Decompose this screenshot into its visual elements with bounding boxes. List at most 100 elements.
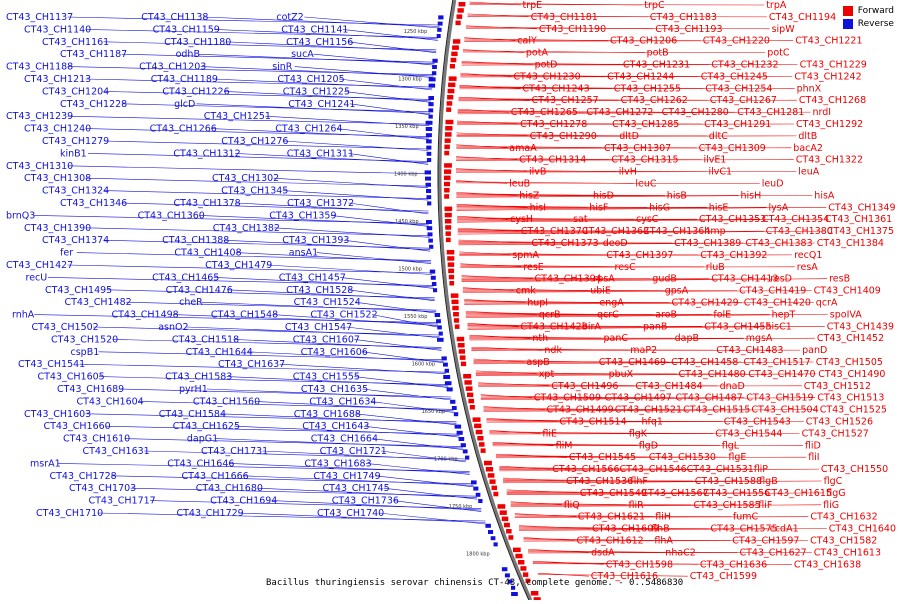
legend-reverse-label: Reverse bbox=[857, 19, 894, 29]
label-leader-line bbox=[461, 278, 710, 280]
forward-gene bbox=[447, 88, 455, 94]
forward-gene bbox=[444, 206, 453, 212]
gene-label-forward: CT43_CH1190 bbox=[539, 24, 606, 35]
gene-label-reverse: CT43_CH1644 bbox=[186, 347, 253, 358]
gene-label-forward: fliH bbox=[655, 512, 671, 523]
gene-label-forward: CT43_CH1280 bbox=[662, 107, 729, 118]
gene-label-forward: panB bbox=[643, 321, 667, 332]
reverse-gene bbox=[493, 542, 498, 547]
gene-label-forward: fliI bbox=[808, 452, 819, 463]
label-leader-line bbox=[489, 433, 800, 435]
reverse-gene bbox=[428, 102, 434, 107]
forward-swatch bbox=[842, 6, 853, 16]
gene-label-forward: CT43_CH1375 bbox=[827, 226, 894, 237]
gene-label-forward: CT43_CH1272 bbox=[586, 107, 653, 118]
gene-label-forward: CT43_CH1487 bbox=[676, 393, 743, 404]
gene-label-forward: CT43_CH1389 bbox=[674, 238, 741, 249]
reverse-gene bbox=[444, 368, 449, 373]
label-leader-line bbox=[106, 289, 435, 299]
label-leader-line bbox=[528, 552, 812, 554]
gene-label-forward: trpE bbox=[523, 0, 543, 11]
gene-label-forward: qcrA bbox=[816, 298, 838, 309]
gene-label-reverse: CT43_CH1226 bbox=[162, 86, 229, 97]
label-leader-line bbox=[223, 91, 432, 102]
gene-label-forward: CT43_CH1290 bbox=[530, 131, 597, 142]
label-leader-line bbox=[510, 504, 822, 507]
gene-label-reverse: CT43_CH1606 bbox=[301, 347, 368, 358]
forward-gene bbox=[445, 237, 451, 243]
gene-label-reverse: CT43_CH1522 bbox=[310, 310, 377, 321]
label-leader-line bbox=[461, 278, 828, 282]
gene-label-forward: fliD bbox=[805, 440, 821, 451]
gene-label-forward: CT43_CH1575 bbox=[710, 524, 777, 535]
label-leader-line bbox=[118, 388, 451, 398]
gene-label-reverse: CT43_CH1635 bbox=[301, 384, 368, 395]
reverse-gene bbox=[453, 412, 459, 417]
label-leader-line bbox=[457, 230, 703, 232]
label-leader-line bbox=[457, 230, 764, 234]
gene-label-forward: CT43_CH1439 bbox=[827, 321, 894, 332]
forward-gene bbox=[452, 39, 461, 44]
gene-label-reverse: msrA1 bbox=[30, 458, 61, 469]
forward-gene bbox=[445, 225, 452, 230]
reverse-gene bbox=[443, 375, 451, 379]
gene-label-forward: flhF bbox=[630, 476, 647, 487]
label-leader-line bbox=[316, 252, 432, 264]
forward-gene bbox=[506, 529, 512, 534]
gene-label-forward: CT43_CH1598 bbox=[606, 559, 673, 570]
reverse-gene bbox=[485, 523, 491, 528]
gene-label-forward: CT43_CH1499 bbox=[547, 405, 614, 416]
label-leader-line bbox=[254, 401, 454, 412]
forward-gene bbox=[484, 460, 492, 466]
label-leader-line bbox=[465, 314, 712, 316]
label-leader-line bbox=[313, 53, 435, 66]
label-leader-line bbox=[458, 242, 744, 244]
label-leader-line bbox=[384, 487, 478, 500]
gene-label-reverse: CT43_CH1324 bbox=[42, 186, 109, 197]
gene-label-forward: CT43_CH1267 bbox=[710, 95, 777, 106]
gene-label-reverse: CT43_CH1187 bbox=[60, 49, 127, 60]
gene-label-forward: CT43_CH1307 bbox=[604, 143, 671, 154]
reverse-gene bbox=[426, 226, 433, 231]
gene-label-forward: CT43_CH1638 bbox=[794, 559, 861, 570]
gene-label-forward: leuA bbox=[798, 167, 820, 178]
reverse-gene bbox=[501, 567, 508, 572]
label-leader-line bbox=[138, 401, 454, 410]
gene-label-reverse: CT43_CH1156 bbox=[286, 37, 353, 48]
gene-label-reverse: CT43_CH1660 bbox=[44, 421, 111, 432]
gene-label-forward: panD bbox=[802, 345, 827, 356]
label-leader-line bbox=[103, 91, 432, 100]
label-leader-line bbox=[103, 190, 429, 199]
label-leader-line bbox=[532, 563, 792, 565]
forward-gene bbox=[467, 392, 474, 398]
reverse-gene bbox=[426, 195, 432, 200]
label-leader-line bbox=[85, 227, 430, 237]
gene-label-forward: flgK bbox=[629, 428, 648, 439]
gene-label-forward: hisH bbox=[741, 190, 762, 201]
gene-label-forward: CT43_CH1496 bbox=[551, 381, 618, 392]
gene-label-forward: resE bbox=[523, 262, 544, 273]
gene-label-reverse: CT43_CH1607 bbox=[293, 334, 360, 345]
genome-backbone bbox=[438, 0, 533, 601]
reverse-gene bbox=[427, 201, 432, 206]
gene-label-forward: CT43_CH1458 bbox=[671, 357, 738, 368]
gene-label-forward: CT43_CH1361 bbox=[825, 214, 892, 225]
label-leader-line bbox=[144, 450, 467, 460]
label-leader-line bbox=[480, 397, 745, 399]
forward-gene bbox=[451, 299, 459, 305]
gene-label-forward: CT43_CH1588 bbox=[695, 476, 762, 487]
forward-gene bbox=[444, 150, 450, 156]
reverse-gene bbox=[432, 65, 437, 69]
gene-label-forward: recQ1 bbox=[794, 250, 822, 261]
scale-tick-label: 1700 kbp bbox=[434, 457, 458, 463]
gene-label-forward: hupI bbox=[527, 298, 548, 309]
forward-gene bbox=[446, 107, 452, 112]
label-leader-line bbox=[67, 165, 429, 175]
gene-label-forward: fliG bbox=[823, 500, 839, 511]
gene-label-forward: CT43_CH1632 bbox=[810, 512, 877, 523]
gene-label-forward: sipW bbox=[772, 24, 796, 35]
gene-label-reverse: CT43_CH1241 bbox=[288, 99, 355, 110]
gene-label-reverse: CT43_CH1141 bbox=[281, 24, 348, 35]
gene-label-forward: hfq1 bbox=[642, 417, 663, 428]
